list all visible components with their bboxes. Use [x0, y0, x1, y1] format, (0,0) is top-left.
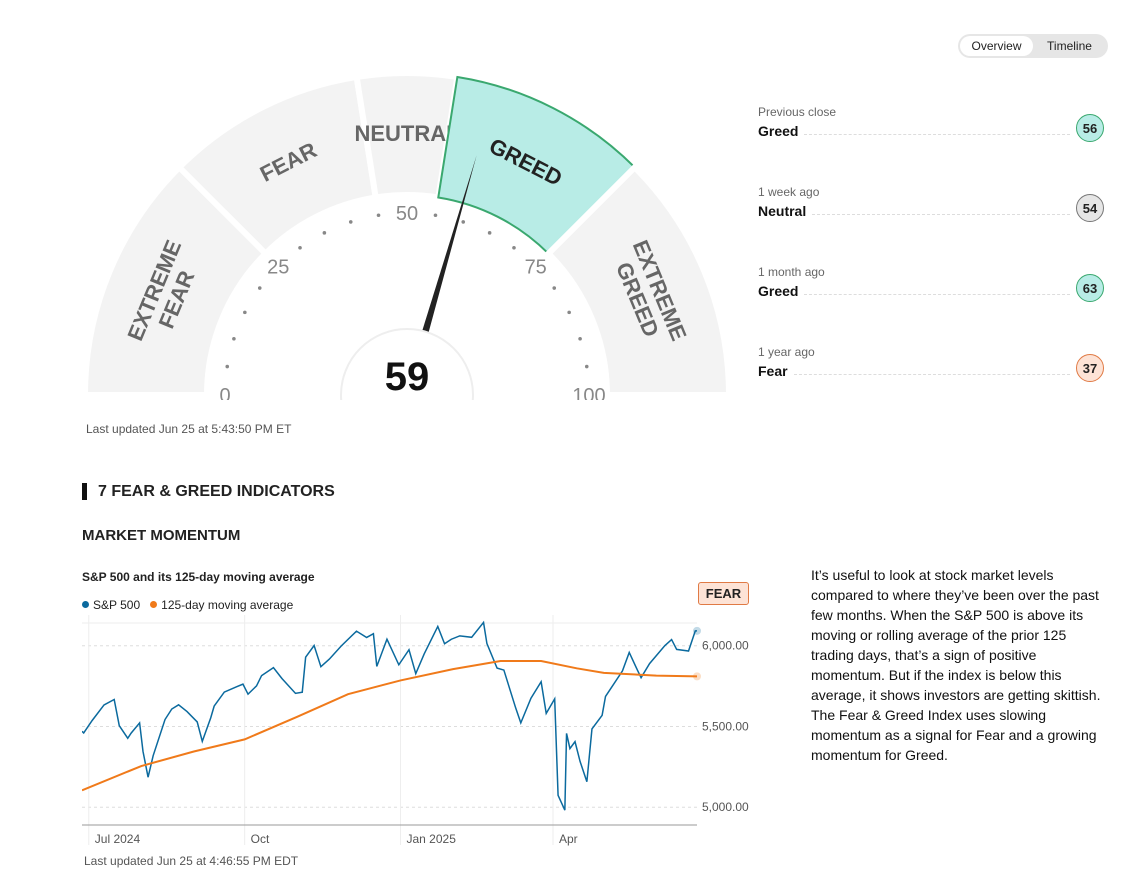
rating-badge: FEAR	[698, 582, 749, 605]
history-label: Greed	[758, 123, 799, 139]
gauge-tick-label: 25	[267, 256, 289, 278]
history-item: 1 month ago Greed 63	[758, 265, 1104, 302]
gauge-tick-dot	[578, 336, 582, 341]
y-tick-label: 6,000.00	[702, 639, 749, 653]
x-tick-label: Oct	[251, 832, 270, 846]
gauge-tick-dot	[232, 336, 236, 341]
series-end-marker	[693, 626, 701, 635]
gauge-needle	[420, 154, 477, 339]
chart-title: S&P 500 and its 125-day moving average	[82, 570, 315, 584]
gauge-tick-dot	[487, 231, 492, 235]
gauge-tick-dot	[584, 364, 589, 369]
section-title: 7 FEAR & GREED INDICATORS	[82, 483, 335, 500]
view-toggle: Overview Timeline	[958, 34, 1108, 58]
history-score-badge: 37	[1076, 354, 1104, 382]
y-tick-label: 5,500.00	[702, 719, 749, 733]
gauge-tick-dot	[567, 310, 571, 315]
gauge-updated: Last updated Jun 25 at 5:43:50 PM ET	[86, 422, 292, 436]
gauge-tick-dot	[433, 213, 438, 218]
tab-overview[interactable]: Overview	[960, 36, 1033, 56]
chart-updated: Last updated Jun 25 at 4:46:55 PM EDT	[84, 854, 299, 868]
gauge-tick-dot	[257, 286, 262, 290]
gauge-segment-extreme-greed	[544, 163, 732, 398]
legend-ma: 125-day moving average	[150, 598, 293, 612]
momentum-chart: 5,000.00 5,500.00 6,000.00 Jul 2024 Oct Jan 2…	[82, 615, 749, 846]
gauge-segment-label: NEUTRAL	[354, 121, 459, 146]
history-when: 1 week ago	[758, 185, 820, 199]
history-label: Greed	[758, 283, 799, 299]
gauge-tick-dot	[298, 245, 302, 250]
legend-dot-icon	[82, 601, 89, 608]
indicator-title: MARKET MOMENTUM	[82, 527, 241, 544]
sp500-line	[82, 620, 697, 811]
x-tick-label: Apr	[559, 832, 578, 846]
tab-timeline[interactable]: Timeline	[1047, 39, 1092, 53]
history-label: Neutral	[758, 203, 807, 219]
dotted-leader	[804, 133, 1070, 135]
dotted-leader	[804, 293, 1070, 295]
x-tick-label: Jul 2024	[95, 832, 141, 846]
gauge-tick-dot	[376, 213, 381, 218]
gauge-center	[340, 328, 474, 400]
gauge-tick-dot	[243, 310, 247, 315]
indicator-description: It’s useful to look at stock market leve…	[811, 567, 1101, 763]
history-item: 1 week ago Neutral 54	[758, 185, 1104, 222]
gauge-tick-dot	[512, 245, 516, 250]
gauge-tick-dot	[348, 220, 353, 224]
x-tick-label: Jan 2025	[407, 832, 457, 846]
gauge-tick-label: 75	[525, 256, 547, 278]
history-item: 1 year ago Fear 37	[758, 345, 1104, 382]
gauge-value: 59	[385, 355, 430, 399]
history-when: 1 month ago	[758, 265, 825, 279]
legend-dot-icon	[150, 601, 158, 608]
history-when: 1 year ago	[758, 345, 815, 359]
gauge-tick-label: 100	[572, 385, 605, 400]
history-score-badge: 54	[1076, 194, 1104, 222]
dotted-leader	[793, 373, 1070, 375]
history-item: Previous close Greed 56	[758, 105, 1104, 142]
history-label: Fear	[758, 363, 788, 379]
gauge-tick-label: 0	[219, 385, 230, 400]
gauge-tick-label: 50	[396, 203, 418, 225]
history-score-badge: 63	[1076, 274, 1104, 302]
gauge-tick-dot	[552, 286, 557, 290]
chart-legend: S&P 500 125-day moving average	[82, 598, 293, 612]
series-end-marker	[693, 672, 701, 681]
gauge-tick-dot	[461, 220, 466, 224]
gauge-tick-dot	[322, 231, 327, 235]
history-when: Previous close	[758, 105, 837, 119]
moving-average-line	[82, 660, 698, 792]
dotted-leader	[812, 213, 1070, 215]
y-tick-label: 5,000.00	[702, 800, 749, 814]
gauge-tick-dot	[225, 364, 230, 369]
history-score-badge: 56	[1076, 114, 1104, 142]
legend-sp500: S&P 500	[82, 598, 140, 612]
